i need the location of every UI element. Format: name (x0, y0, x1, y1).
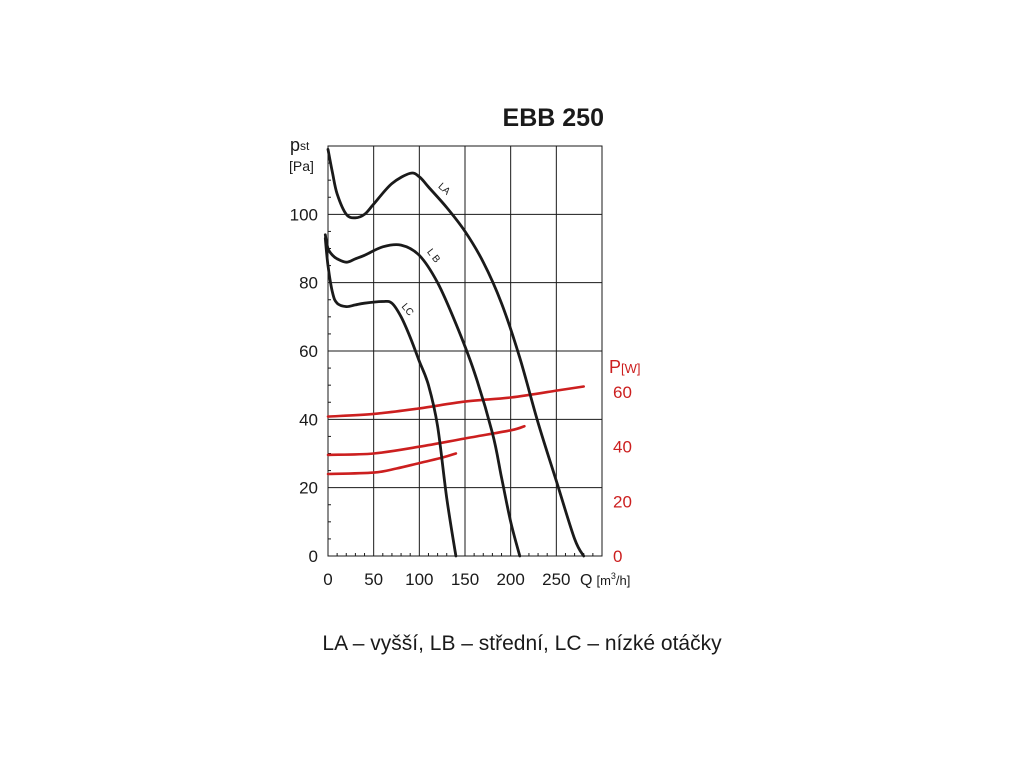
y-right-tick-label: 40 (613, 438, 632, 457)
x-axis-unit-pre: [m (596, 573, 610, 588)
y-left-tick-label: 80 (299, 274, 318, 293)
x-tick-label: 150 (451, 570, 479, 589)
left-axis-ticks: 0 20 40 60 80 100 (290, 205, 318, 566)
x-tick-label: 200 (496, 570, 524, 589)
y-right-tick-label: 60 (613, 383, 632, 402)
y-axis-right-symbol: P (609, 357, 621, 377)
x-tick-label: 50 (364, 570, 383, 589)
x-axis-unit-sup: 3 (611, 571, 616, 581)
x-axis-ticks: 0 50 100 150 200 250 (323, 570, 570, 589)
y-left-tick-label: 20 (299, 479, 318, 498)
y-axis-right-label: P[W] (609, 357, 641, 377)
y-left-tick-label: 100 (290, 205, 318, 224)
y-left-tick-label: 40 (299, 410, 318, 429)
y-axis-left-subscript: st (300, 139, 310, 153)
x-axis-symbol: Q (580, 572, 592, 589)
pressure-line-la (326, 148, 586, 558)
y-axis-left-unit: [Pa] (289, 158, 314, 174)
minor-ticks (328, 162, 594, 556)
pressure-series-group (323, 148, 586, 558)
power-line-lb (326, 424, 526, 457)
pressure-line-lb (323, 233, 522, 558)
x-axis-unit-post: /h] (616, 573, 630, 588)
x-tick-label: 0 (323, 570, 332, 589)
power-line-la (326, 385, 585, 418)
y-left-tick-label: 0 (309, 547, 318, 566)
x-tick-label: 100 (405, 570, 433, 589)
y-right-tick-label: 0 (613, 547, 622, 566)
chart-caption: LA – vyšší, LB – střední, LC – nízké otá… (322, 632, 722, 655)
plot-frame (327, 145, 603, 557)
y-axis-left-symbol: p (290, 135, 300, 155)
curve-label-la: LA (436, 181, 453, 198)
power-line-lc (326, 452, 458, 476)
x-axis-label: Q [m3/h] (580, 571, 630, 589)
right-axis-ticks: 0 20 40 60 (613, 383, 632, 566)
grid (328, 146, 602, 556)
y-left-tick-label: 60 (299, 342, 318, 361)
pressure-line-lc (323, 236, 458, 558)
y-right-tick-label: 20 (613, 492, 632, 511)
y-axis-right-unit: [W] (621, 361, 641, 376)
y-axis-left-label: pst (290, 135, 310, 155)
x-tick-label: 250 (542, 570, 570, 589)
power-series-group (326, 385, 585, 476)
chart-title: EBB 250 (503, 104, 604, 132)
